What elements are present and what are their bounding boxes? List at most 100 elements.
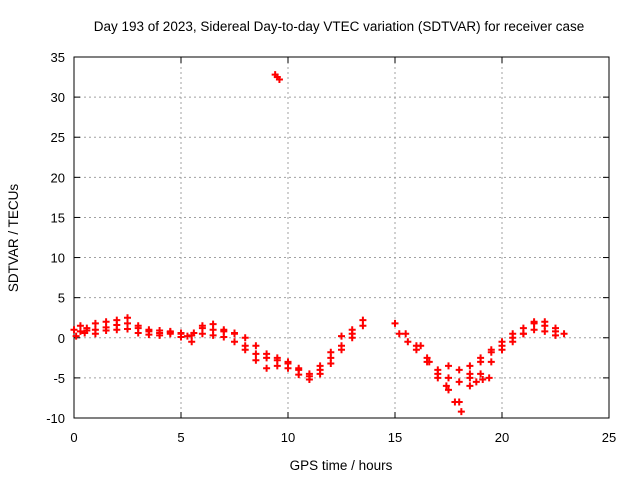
data-point: [425, 358, 433, 366]
data-point: [509, 334, 517, 342]
data-point: [91, 319, 99, 327]
data-point: [445, 386, 452, 394]
data-point: [81, 329, 89, 337]
x-tick-label: 10: [281, 430, 295, 445]
x-axis-label: GPS time / hours: [290, 458, 393, 473]
data-point: [402, 330, 410, 338]
data-point: [530, 318, 538, 326]
data-point: [316, 362, 324, 370]
data-point: [445, 374, 452, 382]
data-point: [295, 371, 303, 379]
data-point: [76, 322, 84, 330]
data-point: [70, 326, 78, 334]
data-point: [91, 330, 99, 338]
y-tick-label: 35: [51, 50, 65, 65]
data-point: [327, 359, 335, 367]
data-point: [359, 316, 367, 324]
y-tick-label: -5: [53, 371, 65, 386]
y-axis-label: SDTVAR / TECUs: [6, 184, 21, 293]
data-point: [434, 370, 442, 378]
axis-ticks: 0 5 10 15 20 25 -10 -5 0 5 10 15 20 25 30 35: [46, 50, 616, 445]
x-tick-label: 0: [70, 430, 77, 445]
y-tick-label: -10: [46, 411, 65, 426]
data-point: [220, 333, 228, 341]
data-point: [327, 348, 335, 356]
grid-lines: [74, 57, 609, 418]
data-point: [466, 374, 474, 382]
data-point: [134, 329, 142, 337]
data-point: [477, 354, 485, 362]
x-tick-label: 20: [495, 430, 509, 445]
data-point: [338, 346, 345, 354]
series-track-8: [466, 374, 493, 386]
y-tick-label: 25: [51, 130, 65, 145]
data-point: [412, 346, 420, 354]
series-track-6: [417, 342, 465, 416]
data-point: [113, 316, 121, 324]
data-point: [284, 359, 292, 367]
data-point: [404, 338, 412, 346]
data-point: [177, 329, 185, 337]
series-track-7: [445, 318, 559, 374]
y-tick-label: 5: [58, 291, 65, 306]
data-point: [252, 350, 260, 358]
data-point: [455, 366, 463, 374]
data-point: [348, 326, 356, 334]
series-track-3: [76, 314, 367, 378]
data-point: [498, 346, 506, 354]
data-point: [442, 382, 450, 390]
data-point: [541, 327, 549, 335]
plot-frame: [73, 56, 610, 419]
data-point: [391, 319, 399, 327]
data-point: [124, 314, 131, 322]
data-point: [241, 342, 249, 350]
data-point: [472, 378, 480, 386]
y-tick-label: 30: [51, 90, 65, 105]
data-point: [498, 338, 506, 346]
data-point: [83, 324, 91, 332]
data-point: [455, 378, 463, 386]
data-point: [231, 338, 238, 346]
data-point: [156, 327, 164, 335]
data-point: [252, 356, 260, 364]
x-tick-label: 15: [388, 430, 402, 445]
y-tick-label: 20: [51, 170, 65, 185]
data-point: [348, 334, 356, 342]
data-point: [530, 326, 538, 334]
data-point: [477, 370, 485, 378]
data-point: [457, 408, 465, 416]
data-point: [72, 332, 80, 340]
data-point: [295, 364, 303, 372]
data-point: [198, 330, 206, 338]
data-point: [113, 326, 121, 334]
data-point: [188, 338, 196, 346]
data-point: [188, 331, 196, 339]
data-point: [145, 326, 153, 334]
data-point: [316, 370, 324, 378]
y-tick-label: 0: [58, 331, 65, 346]
data-point: [275, 75, 283, 83]
series-track-4: [391, 319, 568, 386]
data-point: [209, 320, 217, 328]
data-point: [552, 324, 559, 332]
data-point: [552, 331, 559, 339]
data-point: [487, 358, 495, 366]
data-point: [124, 325, 131, 333]
data-point: [252, 342, 260, 350]
data-point: [198, 322, 206, 330]
series-outlier: [271, 71, 283, 83]
data-point: [451, 398, 459, 406]
data-point: [466, 362, 474, 370]
data-point: [102, 327, 110, 335]
data-point: [263, 354, 271, 362]
data-point: [485, 374, 493, 382]
data-points: [70, 71, 568, 416]
data-point: [487, 346, 495, 354]
data-point: [102, 318, 110, 326]
data-point: [338, 332, 345, 340]
data-point: [541, 318, 549, 326]
x-tick-label: 25: [602, 430, 616, 445]
data-point: [273, 356, 281, 364]
data-point: [231, 329, 238, 337]
